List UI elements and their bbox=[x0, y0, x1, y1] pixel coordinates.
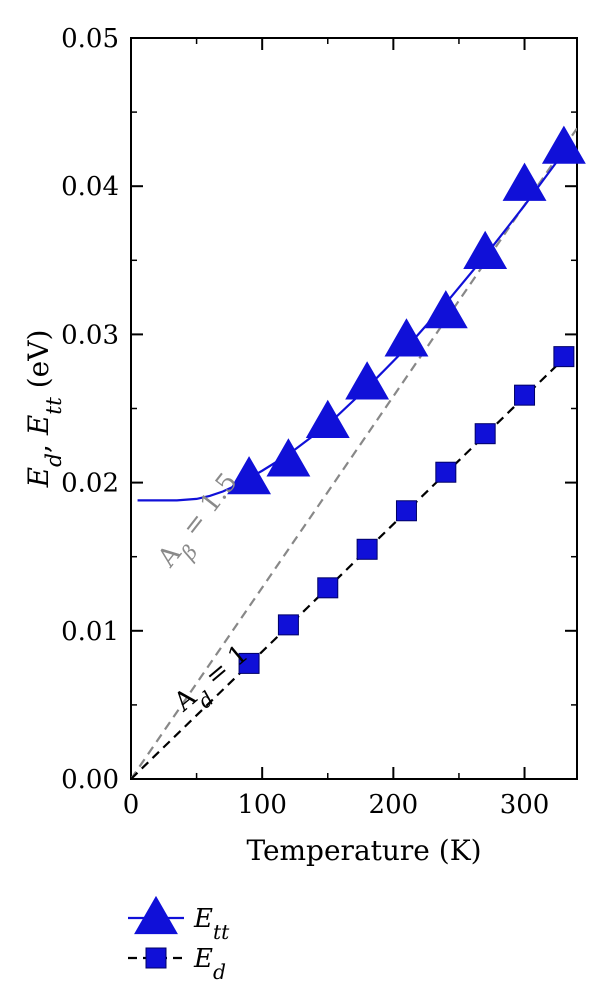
data-point-E_d bbox=[474, 423, 496, 445]
y-tick-label: 0.03 bbox=[61, 320, 119, 350]
data-point-E_tt bbox=[266, 438, 311, 477]
legend-label-E_d: Ed bbox=[193, 944, 226, 984]
legend-item-E_tt: Ett bbox=[128, 895, 230, 944]
data-point-E_tt bbox=[463, 230, 508, 270]
x-tick-label: 100 bbox=[237, 790, 287, 820]
x-tick-label: 200 bbox=[369, 790, 419, 820]
annotation-abeta: Aβ = 1.5 bbox=[152, 468, 252, 580]
plot-frame bbox=[130, 37, 578, 780]
annotation-ad: Ad = 1 bbox=[168, 639, 261, 726]
data-point-E_d bbox=[277, 614, 299, 636]
series-E_tt-points bbox=[227, 125, 586, 495]
data-point-E_d bbox=[514, 384, 536, 406]
data-point-E_d bbox=[356, 538, 378, 560]
series-E_d-points bbox=[238, 346, 575, 674]
data-point-E_tt bbox=[227, 456, 272, 495]
data-point-E_tt bbox=[502, 162, 547, 201]
data-point-E_tt bbox=[423, 290, 468, 329]
legend-marker-E_d bbox=[145, 947, 167, 969]
y-axis-title: Ed, Ett (eV) bbox=[22, 330, 67, 489]
dashed-line-E_d bbox=[131, 351, 572, 779]
x-tick-label: 0 bbox=[123, 790, 140, 820]
data-point-E_tt bbox=[384, 318, 429, 357]
y-tick-label: 0.01 bbox=[61, 617, 119, 647]
legend-item-E_d: Ed bbox=[128, 944, 226, 984]
data-point-E_d bbox=[553, 346, 575, 368]
legend-label-E_tt: Ett bbox=[193, 904, 230, 944]
data-point-E_d bbox=[395, 500, 417, 522]
plot-lines bbox=[131, 127, 577, 779]
data-point-E_d bbox=[317, 577, 339, 599]
data-point-E_tt bbox=[345, 361, 390, 400]
y-tick-label: 0.04 bbox=[61, 172, 119, 202]
x-axis-title: Temperature (K) bbox=[246, 834, 481, 867]
fit-curve-E_tt bbox=[137, 151, 565, 502]
data-point-E_tt bbox=[541, 125, 586, 164]
data-point-E_tt bbox=[305, 399, 350, 438]
x-tick-label: 300 bbox=[500, 790, 550, 820]
reference-line-A_beta bbox=[131, 127, 577, 779]
y-tick-label: 0.00 bbox=[61, 765, 119, 795]
data-point-E_d bbox=[238, 652, 260, 674]
y-tick-label: 0.02 bbox=[61, 469, 119, 499]
y-tick-label: 0.05 bbox=[61, 24, 119, 54]
legend-marker-E_tt bbox=[134, 895, 178, 935]
data-point-E_d bbox=[435, 461, 457, 483]
